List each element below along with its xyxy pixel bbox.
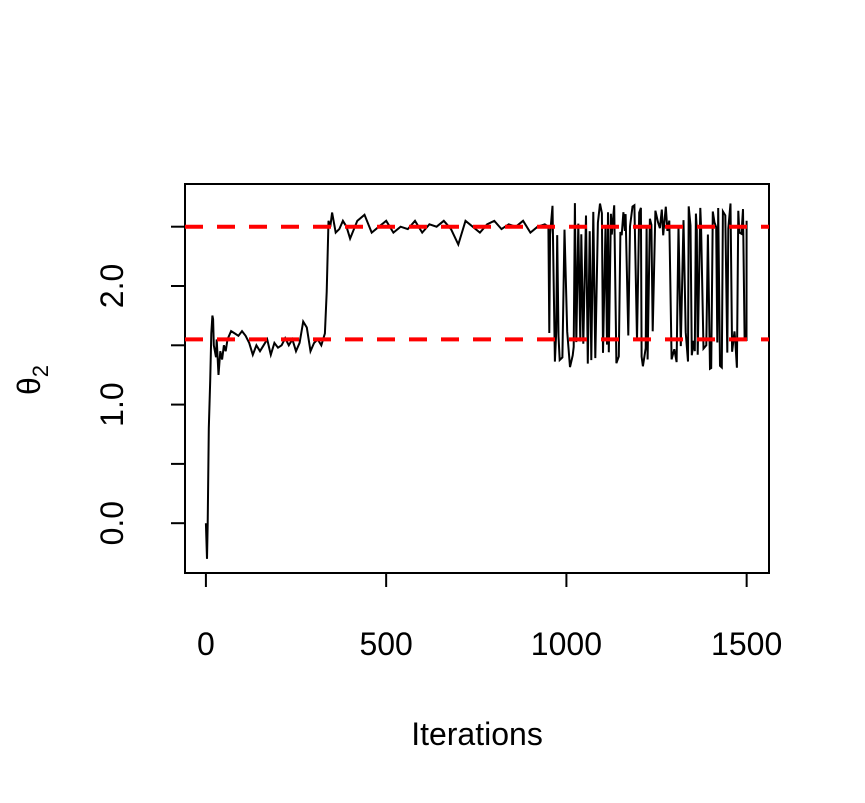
x-axis: 0 500 1000 1500 [197,572,782,662]
y-axis-title: θ2 [11,365,53,395]
x-tick-label: 500 [359,626,412,662]
plot-box [184,183,770,574]
x-tick-label: 1000 [531,626,602,662]
trace-series [204,203,748,559]
y-tick-label: 1.0 [94,382,130,426]
y-axis: 0.0 1.0 2.0 [94,225,186,545]
x-axis-title: Iterations [411,716,543,752]
y-axis-title-subscript: 2 [28,365,53,377]
reference-lines [185,224,769,342]
x-tick-label: 0 [197,626,215,662]
x-tick-label: 1500 [711,626,782,662]
y-axis-title-symbol: θ [11,377,47,395]
trace-line [204,203,748,559]
y-tick-label: 0.0 [94,501,130,545]
y-tick-label: 2.0 [94,264,130,308]
